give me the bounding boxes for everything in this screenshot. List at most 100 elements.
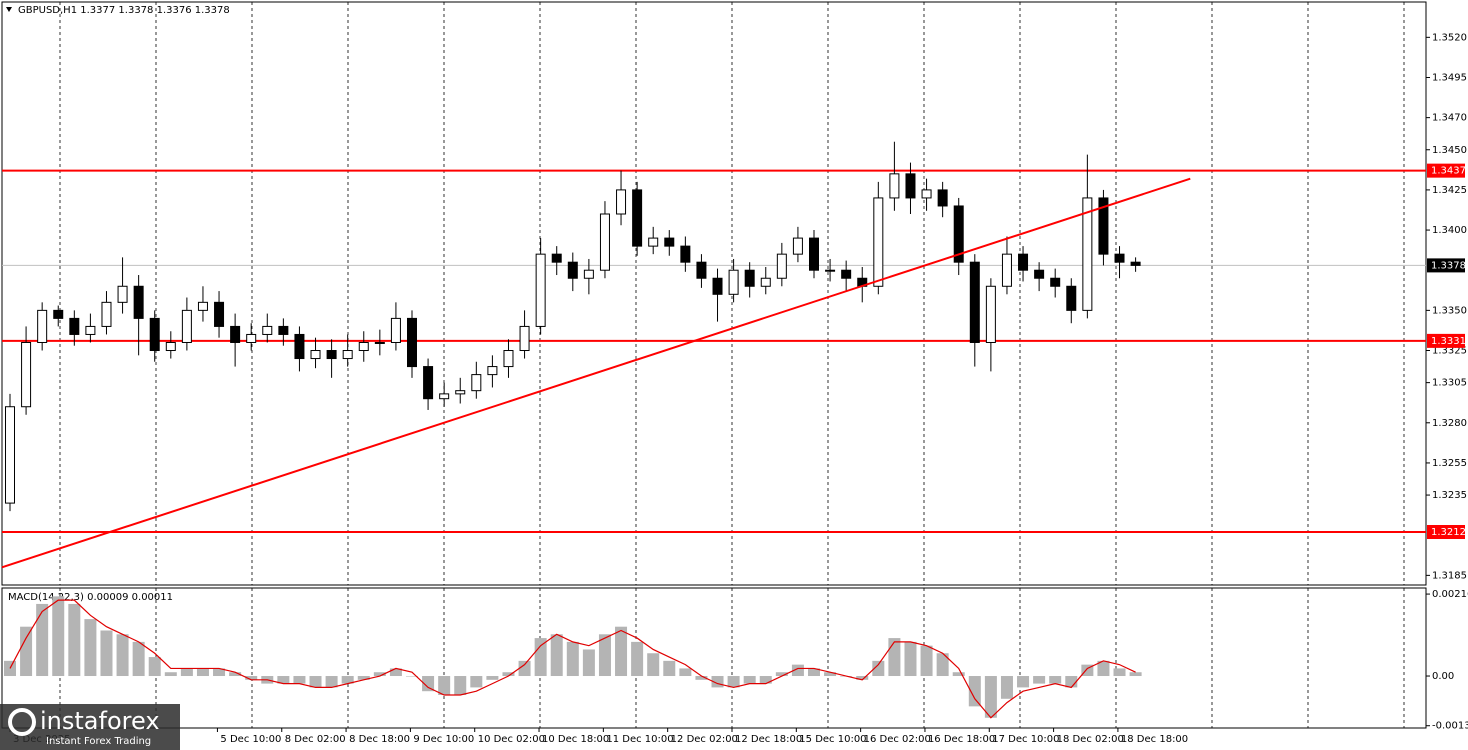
- candle-body: [712, 277, 723, 295]
- macd-bar: [438, 676, 451, 695]
- candle-body: [680, 245, 691, 263]
- macd-bar: [84, 619, 97, 677]
- x-tick-label: 15 Dec 10:00: [799, 734, 866, 745]
- y-tick-label: 1.3325: [1432, 346, 1467, 357]
- candle-body: [85, 325, 96, 335]
- macd-bar: [984, 676, 997, 718]
- macd-signal: [9, 599, 1136, 719]
- macd-bar: [422, 676, 435, 692]
- candle-body: [969, 261, 980, 343]
- macd-bar: [277, 676, 290, 684]
- candle-body: [310, 350, 321, 360]
- y-tick-label: 1.3450: [1432, 145, 1467, 156]
- level-label: 1.3437: [1431, 166, 1466, 177]
- macd-bar: [341, 676, 354, 684]
- y-tick-label: 1.3425: [1432, 185, 1467, 196]
- candle-body: [937, 189, 948, 207]
- candle-body: [889, 173, 900, 199]
- macd-bar: [856, 676, 869, 680]
- candle-body: [278, 325, 289, 335]
- candle-body: [921, 189, 932, 199]
- candle-body: [616, 189, 627, 215]
- candle-body: [567, 261, 578, 279]
- candle-body: [583, 269, 594, 279]
- macd-bar: [132, 641, 145, 677]
- macd-bar: [1113, 668, 1126, 677]
- candle-body: [1114, 253, 1125, 263]
- macd-bar: [534, 638, 547, 677]
- candle-body: [326, 350, 337, 360]
- macd-bar: [872, 660, 885, 677]
- candle-body: [1082, 197, 1093, 311]
- macd-bar: [759, 676, 772, 684]
- title-arrow: [6, 7, 12, 12]
- macd-bar: [598, 634, 611, 677]
- macd-bar: [1049, 676, 1062, 684]
- macd-bar: [1017, 676, 1030, 688]
- candle-body: [117, 285, 128, 303]
- macd-bar: [824, 672, 837, 677]
- macd-bar: [727, 676, 740, 688]
- x-tick-label: 9 Dec 10:00: [413, 734, 474, 745]
- candle-body: [825, 269, 836, 272]
- candle-body: [728, 269, 739, 295]
- macd-bar: [1000, 676, 1013, 699]
- macd-bar: [808, 668, 820, 677]
- candle-body: [358, 341, 369, 352]
- x-tick-label: 8 Dec 02:00: [285, 734, 346, 745]
- macd-bar: [647, 653, 660, 677]
- macd-bar: [454, 676, 467, 695]
- candle-body: [809, 237, 819, 271]
- macd-bar: [904, 641, 917, 677]
- candle-body: [519, 325, 530, 352]
- x-tick-label: 16 Dec 18:00: [928, 734, 995, 745]
- candle-body: [551, 253, 562, 263]
- trend-line: [1, 177, 1191, 569]
- macd-bar: [486, 676, 499, 680]
- candle-body: [953, 205, 964, 263]
- macd-y-tick-label: -0.00131: [1432, 721, 1468, 732]
- y-tick-label: 1.3400: [1432, 225, 1467, 236]
- candle-body: [599, 213, 610, 271]
- last-price-label: 1.3378: [1431, 260, 1466, 271]
- macd-bar: [1097, 660, 1110, 677]
- candle-body: [21, 341, 32, 408]
- x-tick-label: 8 Dec 18:00: [349, 734, 410, 745]
- candle-body: [262, 325, 273, 335]
- macd-bar: [582, 649, 595, 677]
- macd-bar: [952, 672, 965, 677]
- candle-body: [407, 317, 417, 368]
- candle-body: [760, 277, 771, 287]
- macd-bar: [920, 645, 933, 677]
- macd-bar: [502, 672, 515, 677]
- macd-bar: [325, 676, 338, 688]
- macd-bar: [1129, 672, 1142, 677]
- x-tick-label: 16 Dec 02:00: [864, 734, 931, 745]
- candle-body: [841, 269, 852, 279]
- macd-bar: [518, 660, 531, 677]
- macd-bar: [679, 668, 692, 677]
- candle-body: [294, 333, 305, 360]
- macd-bar: [196, 668, 209, 677]
- candle-body: [149, 317, 160, 352]
- macd-bar: [711, 676, 724, 688]
- macd-bar: [148, 657, 161, 677]
- x-tick-label: 12 Dec 18:00: [735, 734, 802, 745]
- candle-body: [390, 317, 401, 343]
- candle-body: [985, 285, 996, 343]
- macd-bar: [663, 660, 676, 677]
- candle-body: [696, 261, 707, 279]
- macd-bar: [936, 653, 949, 677]
- candle-body: [423, 366, 434, 400]
- level-label: 1.3331: [1431, 336, 1466, 347]
- x-tick-label: 10 Dec 18:00: [542, 734, 609, 745]
- level-tag: [1427, 525, 1465, 539]
- x-tick-label: 5 Dec 10:00: [220, 734, 281, 745]
- macd-bar: [566, 641, 579, 677]
- y-tick-label: 1.3470: [1432, 113, 1467, 124]
- macd-bar: [470, 676, 483, 688]
- candle-body: [1018, 253, 1029, 271]
- candle-body: [1034, 269, 1045, 279]
